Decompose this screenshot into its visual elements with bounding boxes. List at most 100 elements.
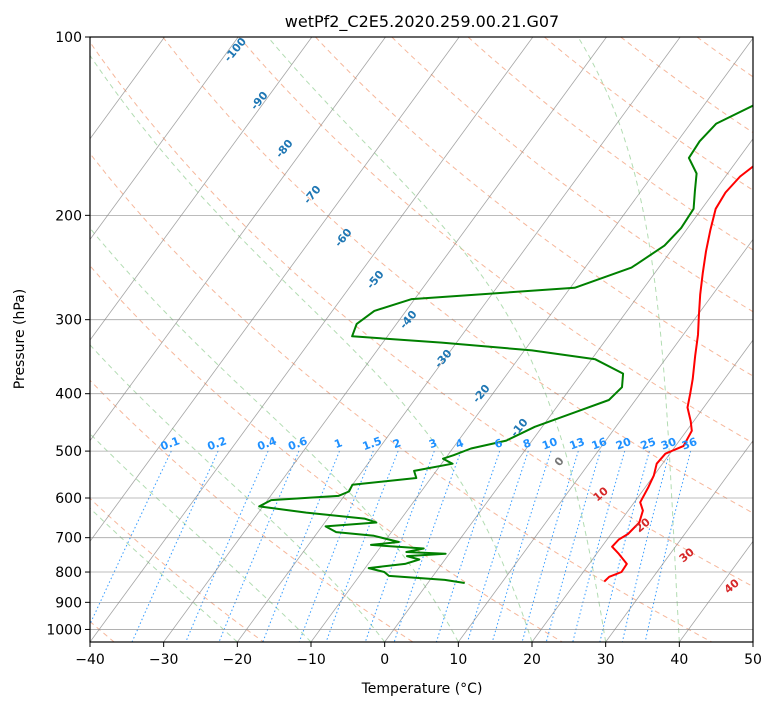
mixing-ratio-line	[435, 450, 501, 642]
mixing-ratio-line	[599, 450, 650, 642]
dry-adiabat-line	[391, 37, 753, 313]
dry-adiabat-label: -30	[432, 347, 455, 371]
mixing-ratio-line	[90, 450, 172, 626]
y-tick-label: 1000	[46, 622, 82, 638]
isotherm-line	[90, 37, 239, 241]
y-tick-label: 500	[55, 444, 82, 460]
dry-adiabat-line	[696, 37, 753, 78]
mixing-ratio-label: 0.1	[159, 434, 182, 453]
isotherm-line	[90, 37, 386, 442]
moist-adiabat-line	[90, 227, 459, 642]
dry-adiabat-label: -80	[273, 137, 296, 161]
y-tick-label: 900	[55, 595, 82, 611]
isotherm-line	[237, 37, 681, 642]
dry-adiabat-line	[90, 152, 712, 642]
plot-frame	[89, 36, 754, 643]
isotherm-line	[310, 37, 753, 642]
y-tick-label: 100	[55, 30, 82, 46]
x-tick-label: 50	[744, 652, 762, 668]
moist-adiabat-line	[90, 54, 533, 642]
mixing-ratio-line	[393, 450, 462, 642]
dry-adiabat-line	[90, 41, 753, 588]
data-lines	[258, 104, 753, 584]
mixing-ratio-label: 10	[540, 435, 559, 453]
moist-adiabat-line	[267, 37, 607, 642]
dewpoint-profile-line	[258, 104, 753, 584]
y-tick-label: 300	[55, 313, 82, 329]
mixing-ratio-label: 30	[659, 435, 678, 453]
moist-adiabat-line	[577, 37, 680, 642]
mixing-ratio-label: 3	[427, 436, 439, 451]
isotherm-line	[458, 238, 753, 642]
isotherm-line	[90, 37, 534, 642]
mixing-ratio-label: 25	[639, 435, 658, 452]
line-labels: -100-90-80-70-60-50-40-30-20-10010203040…	[159, 35, 742, 596]
mixing-ratio-label: 1	[333, 436, 345, 451]
moist-adiabat-line	[90, 432, 312, 642]
mixing-ratio-label: 0.4	[256, 434, 279, 453]
y-axis-label: Pressure (hPa)	[12, 289, 28, 389]
dry-adiabat-label: 0	[552, 454, 567, 468]
y-tick-label: 800	[55, 565, 82, 581]
dry-adiabat-label: -60	[332, 226, 355, 250]
x-tick-label: −30	[149, 652, 179, 668]
isotherm-line	[605, 440, 753, 642]
mixing-ratio-label: 20	[614, 435, 633, 453]
dry-adiabat-line	[90, 379, 414, 642]
mixing-ratio-label: 16	[590, 435, 609, 453]
mixing-ratio-line	[621, 450, 671, 642]
mixing-ratio-label: 6	[493, 436, 505, 451]
y-tick-label: 600	[55, 491, 82, 507]
dry-adiabat-label: -100	[221, 35, 249, 65]
isotherm-line	[752, 641, 753, 642]
moist-adiabat-label: 20	[633, 515, 653, 535]
dry-adiabat-line	[467, 37, 753, 251]
isotherm-line	[90, 37, 165, 140]
mixing-ratio-line	[521, 450, 579, 642]
mixing-ratio-label: 0.6	[286, 434, 309, 453]
mixing-ratio-label: 8	[521, 436, 533, 451]
x-tick-label: −10	[296, 652, 326, 668]
background-lines	[90, 37, 753, 642]
isotherm-line	[384, 138, 753, 642]
moist-adiabat-line	[90, 344, 386, 642]
chart-title: wetPf2_C2E5.2020.259.00.21.G07	[285, 12, 559, 32]
y-tick-label: 200	[55, 208, 82, 224]
isotherm-line	[531, 339, 753, 642]
x-axis-label: Temperature (°C)	[361, 681, 483, 697]
y-tick-label: 400	[55, 387, 82, 403]
mixing-ratio-label: 2	[391, 436, 403, 451]
dry-adiabat-label: -90	[248, 89, 271, 113]
moist-adiabat-label: 10	[591, 484, 611, 504]
dry-adiabat-line	[238, 37, 753, 444]
x-tick-label: −40	[75, 652, 105, 668]
mixing-ratio-line	[131, 450, 219, 642]
mixing-ratio-line	[491, 450, 552, 642]
y-tick-label: 700	[55, 531, 82, 547]
dry-adiabat-label: -50	[364, 268, 387, 292]
mixing-ratio-line	[185, 450, 269, 642]
x-tick-label: 10	[449, 652, 467, 668]
isotherm-line	[679, 540, 753, 642]
mixing-ratio-line	[644, 450, 692, 642]
moist-adiabat-line	[90, 507, 238, 642]
x-tick-label: −20	[223, 652, 253, 668]
x-tick-label: 40	[670, 652, 688, 668]
dry-adiabat-label: -40	[397, 308, 420, 332]
x-tick-label: 20	[523, 652, 541, 668]
mixing-ratio-line	[364, 450, 435, 642]
mixing-ratio-line	[262, 450, 340, 642]
dry-adiabat-line	[90, 265, 563, 642]
mixing-ratio-label: 0.2	[206, 434, 229, 453]
dry-adiabat-label: -20	[470, 382, 493, 406]
x-tick-label: 0	[380, 652, 389, 668]
dry-adiabat-label: -70	[301, 183, 324, 207]
moist-adiabat-label: 30	[677, 545, 697, 565]
dry-adiabat-line	[315, 37, 753, 377]
temperature-profile-line	[603, 165, 753, 583]
x-tick-label: 30	[597, 652, 615, 668]
mixing-ratio-label: 1.5	[361, 434, 384, 453]
mixing-ratio-label: 13	[568, 435, 587, 452]
